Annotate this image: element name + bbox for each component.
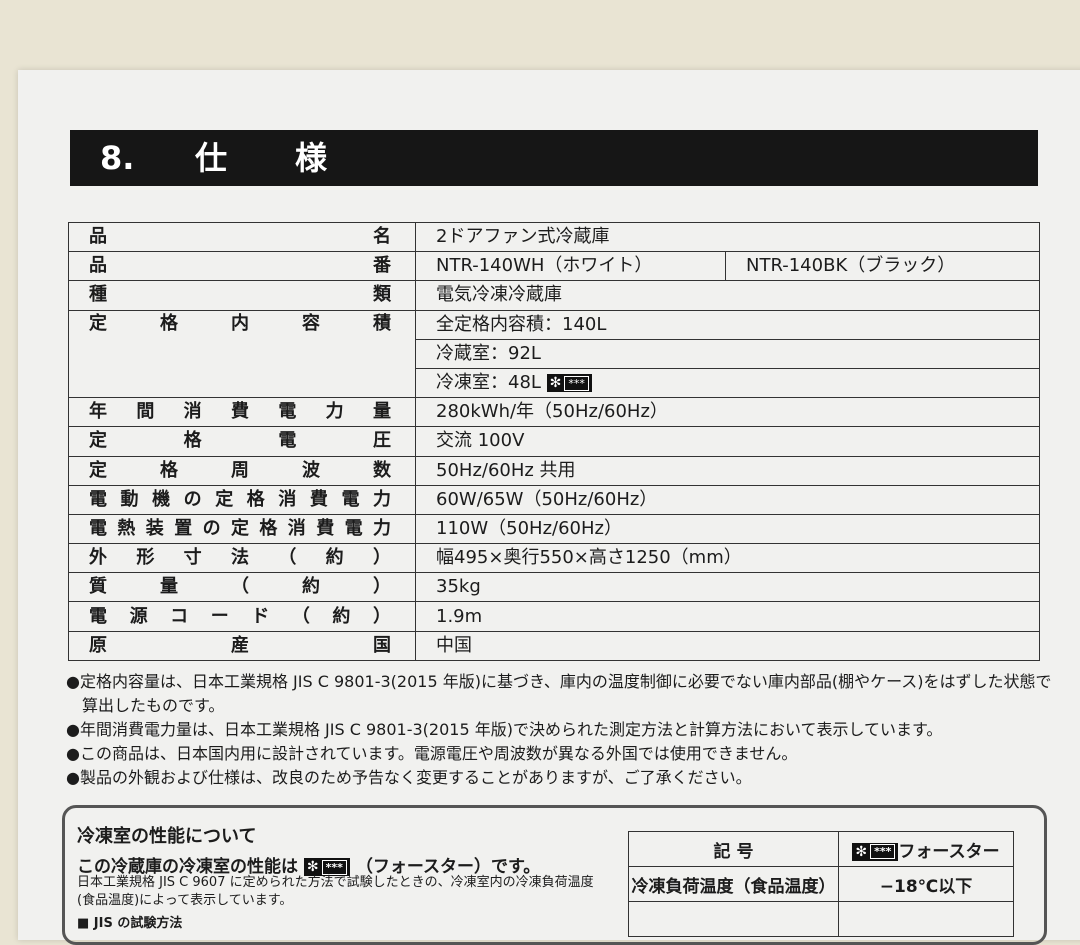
row-value: 冷凍室：48L ✻ ***	[415, 367, 1040, 399]
row-label: 電源コード（約）	[68, 601, 416, 632]
row-value: NTR-140BK（ブラック）	[725, 251, 1040, 282]
row-value: 中国	[415, 630, 1040, 661]
row-label: 品番	[68, 251, 416, 282]
statement-post: （フォースター）です。	[355, 857, 541, 877]
row-value: 280kWh/年（50Hz/60Hz）	[415, 397, 1040, 428]
section-title: 仕様	[195, 139, 396, 177]
row-label: 電動機の定格消費電力	[68, 484, 416, 515]
row-value: 交流 100V	[415, 426, 1040, 457]
cell	[838, 901, 1014, 937]
table-row: 品番 NTR-140WH（ホワイト） NTR-140BK（ブラック）	[68, 251, 1040, 282]
note: ●製品の外観および仕様は、改良のため予告なく変更することがありますが、ご了承くだ…	[66, 768, 752, 787]
row-value: 幅495×奥行550×高さ1250（mm）	[415, 543, 1040, 574]
row-label: 定格内容積	[68, 309, 416, 399]
symbol-name: フォースター	[898, 841, 1000, 862]
table-row: 記 号 ✻ *** フォースター	[628, 831, 1014, 867]
stars-icon: ***	[870, 844, 896, 859]
note: ●年間消費電力量は、日本工業規格 JIS C 9801-3(2015 年版)で決…	[66, 720, 943, 739]
cell: −18℃以下	[838, 866, 1014, 902]
snowflake-icon: ✻	[855, 843, 868, 860]
snowflake-icon: ✻	[306, 859, 319, 875]
freezer-performance-box: 冷凍室の性能について この冷蔵庫の冷凍室の性能は ✻ *** （フォースター）です…	[62, 805, 1047, 945]
note: ●この商品は、日本国内用に設計されています。電源電圧や周波数が異なる外国では使用…	[66, 744, 798, 763]
table-row: 定格周波数 50Hz/60Hz 共用	[68, 455, 1040, 486]
notes: ●定格内容量は、日本工業規格 JIS C 9801-3(2015 年版)に基づき…	[66, 670, 1056, 790]
row-value: 110W（50Hz/60Hz）	[415, 513, 1040, 545]
row-label: 定格電圧	[68, 426, 416, 457]
table-row	[628, 901, 1014, 937]
table-row: 電動機の定格消費電力 60W/65W（50Hz/60Hz）	[68, 484, 1040, 515]
row-label: 外形寸法（約）	[68, 543, 416, 574]
table-row: 種類 電気冷凍冷蔵庫	[68, 280, 1040, 311]
row-label: 質量（約）	[68, 572, 416, 603]
cell: ✻ *** フォースター	[838, 831, 1014, 867]
note: ●定格内容量は、日本工業規格 JIS C 9801-3(2015 年版)に基づき…	[66, 672, 1052, 715]
row-label: 電熱装置の定格消費電力	[68, 513, 416, 545]
row-label: 年間消費電力量	[68, 397, 416, 428]
section-header: 8. 仕様	[70, 130, 1038, 186]
freezer-capacity: 冷凍室：48L	[436, 372, 541, 394]
row-value: 1.9m	[415, 601, 1040, 632]
table-row: 電源コード（約） 1.9m	[68, 601, 1040, 632]
four-star-freezer-icon: ✻ ***	[303, 858, 350, 876]
row-value: 35kg	[415, 572, 1040, 603]
table-row: 質量（約） 35kg	[68, 572, 1040, 603]
row-label: 定格周波数	[68, 455, 416, 486]
cell	[628, 901, 839, 937]
cell: 記 号	[628, 831, 839, 867]
table-row: 外形寸法（約） 幅495×奥行550×高さ1250（mm）	[68, 543, 1040, 574]
row-value: NTR-140WH（ホワイト）	[415, 251, 726, 282]
box-title: 冷凍室の性能について	[77, 826, 257, 847]
snowflake-icon: ✻	[549, 375, 562, 392]
table-row: 冷凍負荷温度（食品温度） −18℃以下	[628, 866, 1014, 902]
section-number: 8.	[100, 139, 135, 177]
row-value: 全定格内容積：140L	[415, 309, 1040, 340]
row-value: 冷蔵室：92L	[415, 338, 1040, 369]
row-label: 品名	[68, 221, 416, 253]
row-value: 2ドアファン式冷蔵庫	[415, 221, 1040, 253]
table-row: 品名 2ドアファン式冷蔵庫	[68, 221, 1040, 253]
table-row: 年間消費電力量 280kWh/年（50Hz/60Hz）	[68, 397, 1040, 428]
row-label: 種類	[68, 280, 416, 311]
jis-test-heading: ■ JIS の試験方法	[77, 916, 183, 931]
spec-table: 品名 2ドアファン式冷蔵庫 品番 NTR-140WH（ホワイト） NTR-140BK（…	[68, 221, 1040, 661]
stars-icon: ***	[564, 375, 589, 391]
four-star-freezer-icon: ✻ ***	[852, 842, 899, 861]
row-value: 60W/65W（50Hz/60Hz）	[415, 484, 1040, 515]
statement-pre: この冷蔵庫の冷凍室の性能は	[77, 857, 298, 877]
row-value: 50Hz/60Hz 共用	[415, 455, 1040, 486]
row-label: 原産国	[68, 630, 416, 661]
four-star-freezer-icon: ✻ ***	[546, 374, 592, 393]
performance-table: 記 号 ✻ *** フォースター 冷凍負荷温度（食品温度） −18℃以下	[628, 831, 1014, 937]
table-row: 電熱装置の定格消費電力 110W（50Hz/60Hz）	[68, 513, 1040, 545]
performance-statement: この冷蔵庫の冷凍室の性能は ✻ *** （フォースター）です。	[77, 852, 540, 877]
table-row: 冷蔵室：92L	[69, 338, 1040, 369]
row-value: 電気冷凍冷蔵庫	[415, 280, 1040, 311]
table-row: 冷凍室：48L ✻ ***	[69, 367, 1040, 399]
table-row: 定格内容積 全定格内容積：140L	[68, 309, 1040, 399]
table-row: 定格電圧 交流 100V	[68, 426, 1040, 457]
stars-icon: ***	[321, 859, 347, 875]
cell: 冷凍負荷温度（食品温度）	[628, 866, 839, 902]
table-row: 原産国 中国	[68, 630, 1040, 661]
performance-description: 日本工業規格 JIS C 9607 に定められた方法で試験したときの、冷凍室内の…	[77, 875, 594, 908]
